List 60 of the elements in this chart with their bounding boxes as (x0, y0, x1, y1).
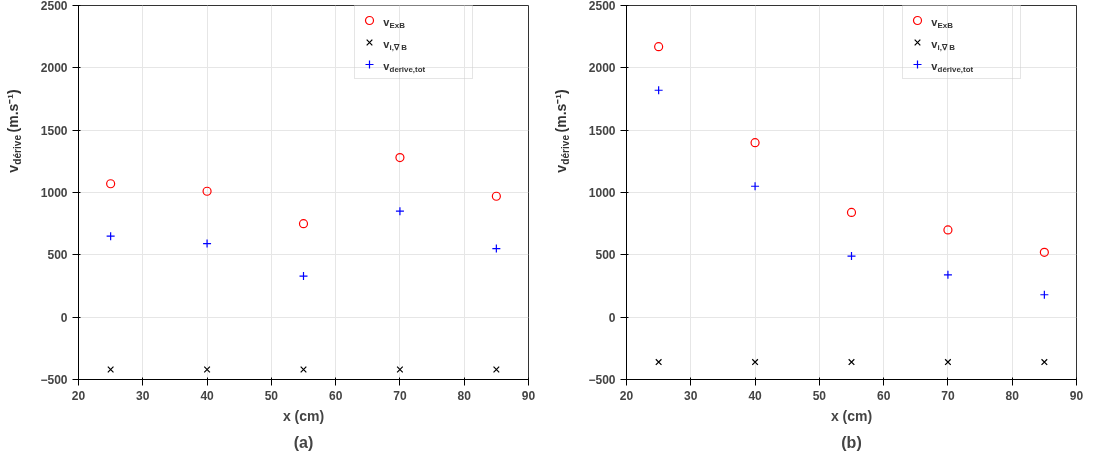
point (298, 271, 309, 281)
point (106, 179, 116, 189)
point (655, 358, 663, 366)
y-tick-label: 0 (60, 310, 68, 325)
y-tick-label: 2500 (588, 0, 616, 13)
x-tick-label: 60 (876, 388, 891, 403)
x-tick-label: 80 (1005, 388, 1020, 403)
y-tick-label: 1000 (40, 186, 68, 200)
text: (a) (293, 433, 314, 451)
point (396, 366, 404, 373)
point (107, 366, 115, 373)
point (395, 206, 405, 216)
x-tick-label: 90 (521, 388, 536, 403)
text: (b) (841, 433, 862, 451)
y-tick-label: 1500 (40, 123, 68, 138)
point (846, 207, 857, 218)
x-tick-label: 40 (200, 388, 215, 403)
y-tick-label: 500 (47, 248, 68, 263)
point (1039, 247, 1049, 257)
point (491, 191, 501, 201)
x-axis-title: x (cm) (282, 407, 325, 424)
x-tick-label: 60 (328, 388, 343, 403)
y-axis-title: vdérive (m.s⁻¹) (552, 89, 571, 173)
point (106, 231, 116, 241)
point (1040, 358, 1048, 366)
y-tick-label: 2000 (40, 61, 68, 76)
point (492, 366, 500, 373)
y-tick-label: 2000 (588, 61, 616, 76)
y-tick-label: −500 (40, 373, 68, 387)
x-tick-label: 70 (941, 388, 955, 403)
x-tick-label: 20 (71, 388, 86, 403)
y-tick-label: 1000 (588, 186, 616, 200)
x-tick-label: 20 (619, 388, 634, 403)
x-axis-title: x (cm) (830, 407, 873, 424)
point (395, 153, 405, 163)
point (943, 270, 953, 280)
point (750, 138, 760, 148)
point (203, 366, 211, 373)
y-tick-label: −500 (588, 373, 616, 387)
y-tick-label: 2500 (40, 0, 68, 13)
x-tick-label: 30 (684, 388, 698, 403)
y-axis-title: vdérive (m.s⁻¹) (4, 89, 23, 173)
point (202, 186, 212, 196)
point (202, 239, 212, 249)
point (943, 225, 953, 235)
y-tick-label: 1500 (588, 123, 616, 138)
point (750, 181, 760, 191)
x-tick-label: 50 (264, 388, 279, 403)
x-tick-label: 30 (136, 388, 150, 403)
y-tick-label: 500 (595, 248, 616, 263)
y-tick-label: 0 (608, 310, 616, 325)
point (298, 219, 309, 229)
x-tick-label: 80 (457, 388, 472, 403)
point (848, 358, 855, 366)
x-tick-label: 90 (1069, 388, 1084, 403)
x-tick-label: 50 (812, 388, 827, 403)
point (846, 251, 857, 261)
point (654, 42, 664, 52)
x-tick-label: 40 (748, 388, 763, 403)
x-tick-label: 70 (393, 388, 407, 403)
